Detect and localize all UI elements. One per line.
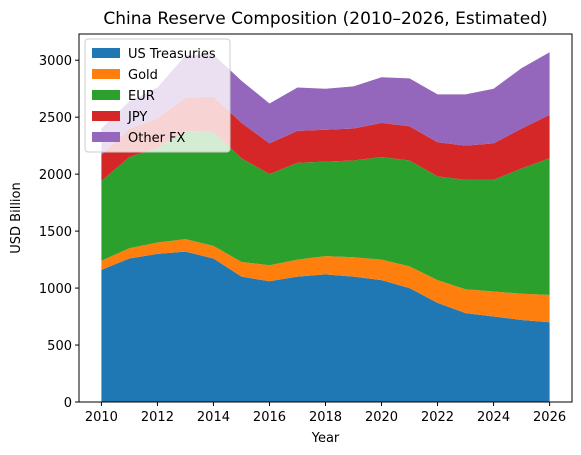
area-us-treasuries <box>101 251 550 402</box>
x-tick-label: 2016 <box>253 410 286 425</box>
legend: US Treasuries Gold EUR JPY Other FX <box>84 38 231 153</box>
x-axis: 2010 2012 2014 2016 2018 2020 2022 2024 2026 <box>85 402 566 425</box>
y-tick-label: 3000 <box>39 54 72 69</box>
legend-swatch-jpy <box>92 111 120 121</box>
legend-swatch-other-fx <box>92 132 120 142</box>
x-tick-label: 2026 <box>533 410 566 425</box>
legend-swatch-us-treasuries <box>92 48 120 58</box>
y-tick-label: 1000 <box>39 282 72 297</box>
chart-title: China Reserve Composition (2010–2026, Es… <box>103 9 547 29</box>
legend-label-us-treasuries: US Treasuries <box>128 47 216 62</box>
y-tick-label: 2500 <box>39 111 72 126</box>
y-tick-label: 0 <box>64 396 72 411</box>
legend-label-jpy: JPY <box>127 110 147 125</box>
x-tick-label: 2014 <box>197 410 230 425</box>
y-axis: 0 500 1000 1500 2000 2500 3000 <box>39 54 79 411</box>
y-tick-label: 1500 <box>39 225 72 240</box>
y-axis-label: USD Billion <box>9 182 24 253</box>
area-eur <box>101 130 550 295</box>
legend-swatch-eur <box>92 90 120 100</box>
legend-box <box>84 38 231 153</box>
legend-label-eur: EUR <box>128 89 155 104</box>
area-gold <box>101 239 550 323</box>
x-tick-label: 2022 <box>421 410 454 425</box>
x-tick-label: 2020 <box>365 410 398 425</box>
x-tick-label: 2012 <box>141 410 174 425</box>
y-tick-label: 2000 <box>39 168 72 183</box>
x-axis-label: Year <box>311 431 340 446</box>
x-tick-label: 2018 <box>309 410 342 425</box>
legend-label-gold: Gold <box>128 68 158 83</box>
legend-label-other-fx: Other FX <box>128 131 186 146</box>
x-tick-label: 2024 <box>477 410 510 425</box>
x-tick-label: 2010 <box>85 410 118 425</box>
y-tick-label: 500 <box>47 339 72 354</box>
legend-swatch-gold <box>92 69 120 79</box>
